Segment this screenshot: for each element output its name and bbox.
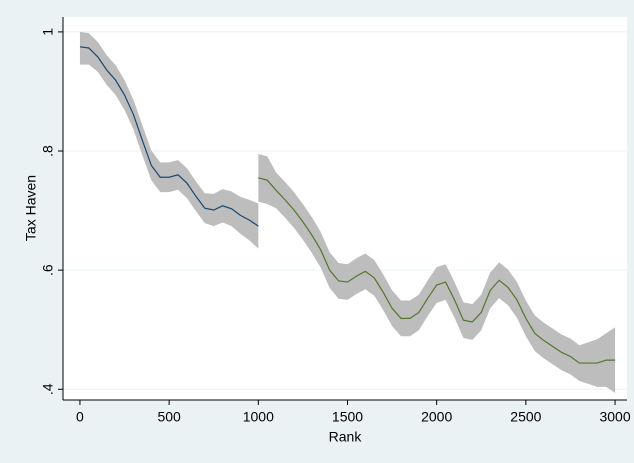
confidence-band <box>79 31 259 249</box>
y-tick-label: .4 <box>40 383 56 395</box>
y-axis-label: Tax Haven <box>23 175 39 241</box>
x-tick-label: 0 <box>76 409 84 425</box>
x-tick-label: 2000 <box>421 409 452 425</box>
x-tick-label: 1000 <box>243 409 274 425</box>
x-tick-label: 2500 <box>510 409 541 425</box>
x-axis-label: Rank <box>329 429 363 445</box>
line <box>258 177 616 364</box>
x-tick-label: 3000 <box>599 409 630 425</box>
x-tick-label: 1500 <box>332 409 363 425</box>
y-tick-label: 1 <box>40 28 56 36</box>
confidence-band <box>258 153 616 393</box>
line <box>79 46 259 227</box>
y-tick-label: .8 <box>40 145 56 157</box>
x-tick-label: 500 <box>157 409 181 425</box>
y-tick-label: .6 <box>40 264 56 276</box>
